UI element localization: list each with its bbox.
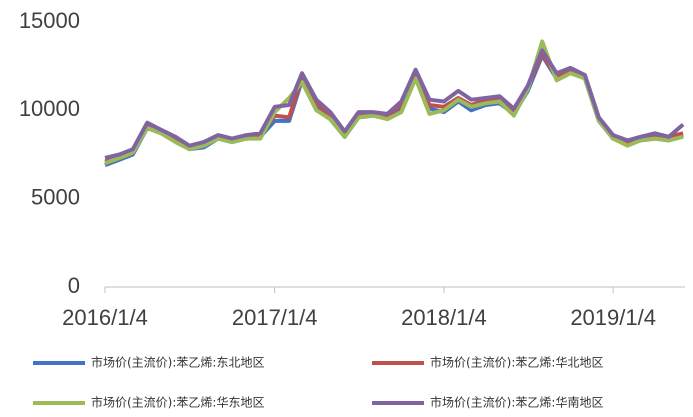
x-tick-label: 2017/1/4 — [232, 305, 318, 330]
legend-label: 市场价(主流价):苯乙烯:华东地区 — [91, 395, 264, 410]
legend-label: 市场价(主流价):苯乙烯:华北地区 — [430, 355, 603, 370]
x-tick-label: 2016/1/4 — [62, 305, 148, 330]
legend-label: 市场价(主流价):苯乙烯:华南地区 — [430, 395, 603, 410]
y-tick-label: 10000 — [19, 96, 80, 121]
x-tick-label: 2018/1/4 — [401, 305, 487, 330]
y-tick-label: 5000 — [31, 184, 80, 209]
legend-label: 市场价(主流价):苯乙烯:东北地区 — [91, 355, 264, 370]
x-tick-label: 2019/1/4 — [570, 305, 656, 330]
y-tick-label: 15000 — [19, 8, 80, 33]
series-line — [104, 48, 685, 160]
y-tick-label: 0 — [68, 273, 80, 298]
